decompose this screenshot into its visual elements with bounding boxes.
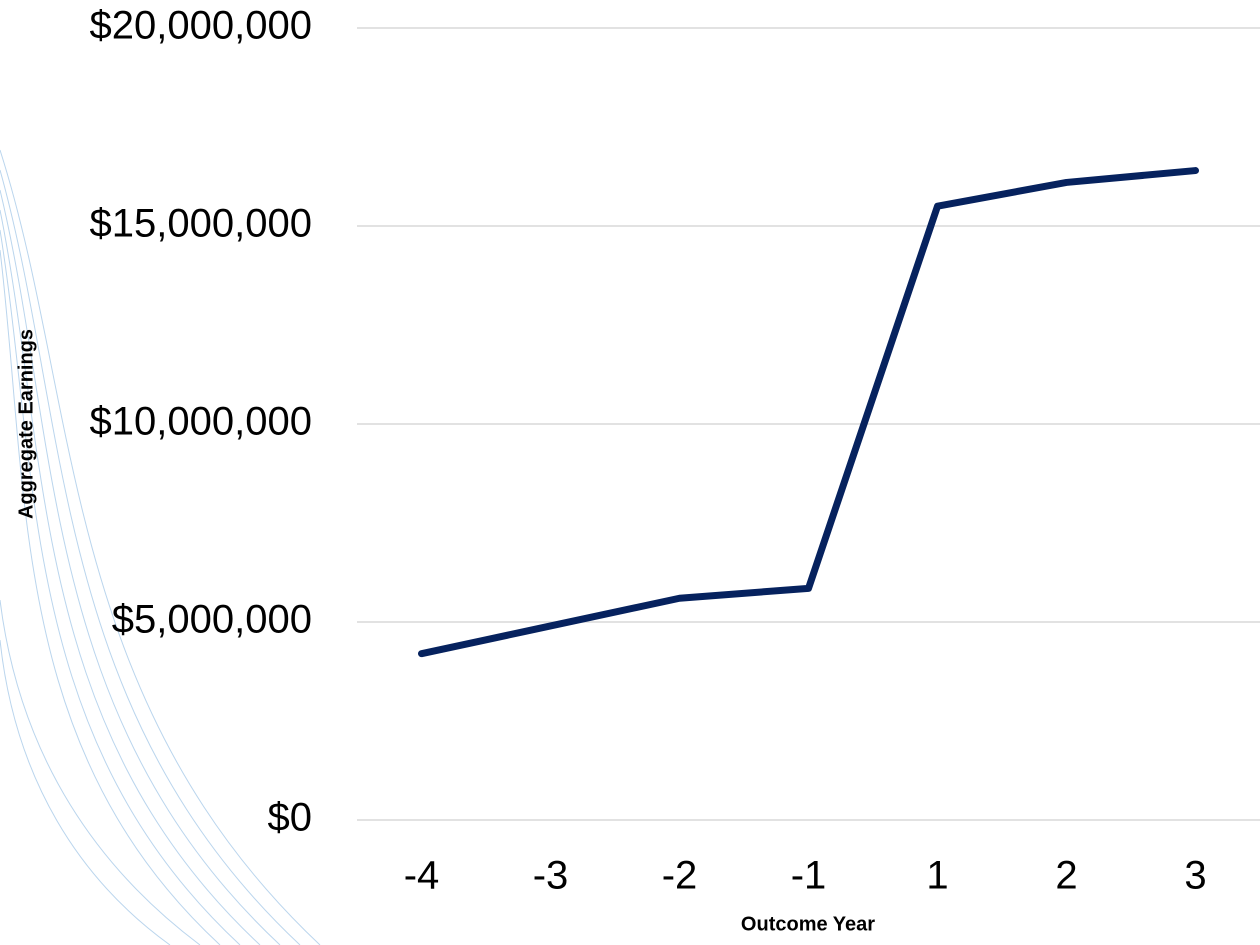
y-tick-label: $20,000,000 bbox=[90, 4, 312, 48]
line-series bbox=[418, 167, 1199, 658]
x-tick-label: -1 bbox=[791, 854, 827, 898]
y-tick-label: $0 bbox=[268, 796, 313, 840]
y-tick-label: $15,000,000 bbox=[90, 202, 312, 246]
background-decoration bbox=[0, 149, 321, 945]
y-tick-label: $10,000,000 bbox=[90, 400, 312, 444]
x-axis-title: Outcome Year bbox=[741, 913, 875, 935]
x-tick-label: 2 bbox=[1055, 854, 1077, 898]
y-tick-label: $5,000,000 bbox=[112, 598, 312, 642]
x-tick-label: 1 bbox=[926, 854, 948, 898]
x-tick-label: -2 bbox=[662, 854, 698, 898]
x-tick-label: -3 bbox=[533, 854, 569, 898]
x-tick-label: 3 bbox=[1184, 854, 1206, 898]
x-tick-label: -4 bbox=[404, 854, 440, 898]
y-axis-title: Aggregate Earnings bbox=[15, 329, 37, 519]
